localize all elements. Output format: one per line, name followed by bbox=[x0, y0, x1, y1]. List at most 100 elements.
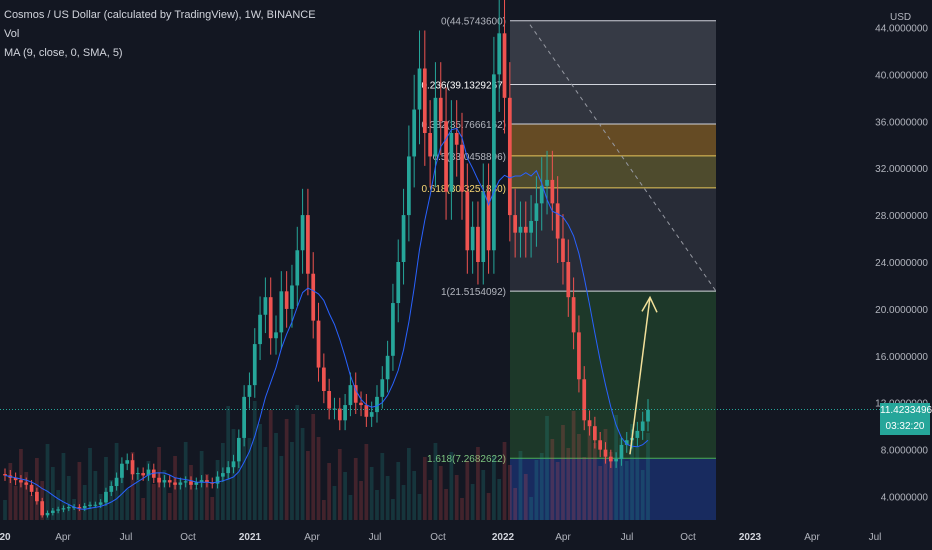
candle-body[interactable] bbox=[268, 297, 273, 339]
candle-body[interactable] bbox=[571, 297, 576, 333]
fib-trend-line[interactable] bbox=[529, 24, 717, 292]
candle-body[interactable] bbox=[481, 191, 486, 262]
candle-body[interactable] bbox=[470, 226, 475, 251]
candle-body[interactable] bbox=[231, 461, 236, 468]
candle-body[interactable] bbox=[109, 485, 114, 492]
candle-body[interactable] bbox=[40, 501, 45, 516]
candle-body[interactable] bbox=[534, 203, 539, 221]
candle-body[interactable] bbox=[513, 215, 518, 233]
candle-body[interactable] bbox=[476, 226, 480, 262]
candle-body[interactable] bbox=[646, 409, 650, 422]
candle-body[interactable] bbox=[422, 68, 427, 134]
candle-body[interactable] bbox=[306, 215, 310, 274]
candle-body[interactable] bbox=[221, 473, 225, 477]
candle-body[interactable] bbox=[391, 303, 395, 356]
candle-body[interactable] bbox=[635, 430, 640, 438]
candle-body[interactable] bbox=[327, 391, 332, 409]
candle-body[interactable] bbox=[587, 420, 592, 427]
candle-body[interactable] bbox=[290, 285, 294, 309]
candle-body[interactable] bbox=[401, 215, 406, 262]
candle-body[interactable] bbox=[640, 421, 645, 431]
candle-body[interactable] bbox=[465, 191, 470, 251]
candle-body[interactable] bbox=[98, 502, 103, 505]
candle-body[interactable] bbox=[582, 379, 587, 421]
candle-body[interactable] bbox=[438, 97, 443, 122]
candle-body[interactable] bbox=[104, 491, 108, 503]
candle-body[interactable] bbox=[539, 185, 544, 204]
candle-body[interactable] bbox=[603, 449, 608, 457]
candle-body[interactable] bbox=[502, 33, 507, 98]
candle-body[interactable] bbox=[454, 133, 459, 145]
candle-body[interactable] bbox=[353, 385, 358, 403]
candle-body[interactable] bbox=[50, 510, 55, 513]
candle-body[interactable] bbox=[433, 97, 438, 157]
candle-body[interactable] bbox=[497, 33, 502, 75]
candle-body[interactable] bbox=[130, 460, 135, 475]
candle-body[interactable] bbox=[311, 273, 316, 321]
candle-body[interactable] bbox=[88, 504, 92, 506]
candle-body[interactable] bbox=[236, 437, 241, 462]
candle-body[interactable] bbox=[141, 473, 146, 476]
candle-body[interactable] bbox=[194, 482, 199, 485]
candle-body[interactable] bbox=[215, 476, 220, 484]
candle-body[interactable] bbox=[529, 220, 533, 233]
candle-body[interactable] bbox=[82, 505, 87, 509]
candle-body[interactable] bbox=[396, 262, 401, 304]
candle-body[interactable] bbox=[428, 133, 432, 157]
candle-body[interactable] bbox=[157, 477, 161, 483]
candle-body[interactable] bbox=[337, 408, 342, 421]
price-axis[interactable] bbox=[880, 0, 932, 550]
candle-body[interactable] bbox=[407, 156, 411, 216]
candle-body[interactable] bbox=[385, 355, 390, 380]
ma-line[interactable] bbox=[4, 127, 649, 510]
candle-body[interactable] bbox=[369, 412, 374, 417]
candle-body[interactable] bbox=[608, 456, 613, 462]
candle-body[interactable] bbox=[444, 121, 448, 192]
candle-body[interactable] bbox=[555, 203, 560, 239]
candle-body[interactable] bbox=[114, 477, 119, 486]
candle-body[interactable] bbox=[486, 191, 491, 251]
candle-body[interactable] bbox=[3, 474, 7, 476]
candle-body[interactable] bbox=[242, 396, 246, 438]
candle-body[interactable] bbox=[624, 440, 629, 445]
candle-body[interactable] bbox=[274, 332, 278, 339]
candle-body[interactable] bbox=[449, 133, 454, 192]
candle-body[interactable] bbox=[56, 509, 61, 511]
candle-body[interactable] bbox=[13, 477, 18, 481]
candle-body[interactable] bbox=[550, 179, 555, 204]
candle-body[interactable] bbox=[162, 480, 167, 483]
candle-body[interactable] bbox=[125, 460, 130, 464]
candle-body[interactable] bbox=[77, 507, 82, 509]
candle-body[interactable] bbox=[19, 480, 23, 483]
candle-body[interactable] bbox=[523, 226, 528, 233]
candle-body[interactable] bbox=[205, 480, 209, 483]
candle-body[interactable] bbox=[279, 291, 284, 333]
candle-body[interactable] bbox=[507, 97, 512, 216]
candle-body[interactable] bbox=[460, 144, 464, 192]
candle-body[interactable] bbox=[29, 484, 34, 492]
time-axis[interactable] bbox=[0, 522, 932, 550]
candle-body[interactable] bbox=[45, 512, 50, 516]
candle-body[interactable] bbox=[35, 491, 39, 502]
candle-body[interactable] bbox=[252, 344, 257, 386]
candle-body[interactable] bbox=[566, 262, 571, 298]
candle-body[interactable] bbox=[263, 297, 268, 315]
candle-body[interactable] bbox=[619, 444, 624, 460]
candle-body[interactable] bbox=[66, 507, 71, 509]
candle-body[interactable] bbox=[284, 291, 289, 309]
candle-body[interactable] bbox=[316, 320, 321, 368]
candle-body[interactable] bbox=[321, 367, 326, 391]
candle-body[interactable] bbox=[364, 405, 369, 417]
candle-body[interactable] bbox=[348, 385, 353, 406]
candle-body[interactable] bbox=[61, 508, 66, 510]
candle-body[interactable] bbox=[592, 426, 597, 441]
annotation-arrow-line[interactable] bbox=[629, 297, 651, 455]
annotation-arrow-head[interactable] bbox=[641, 295, 658, 313]
candle-body[interactable] bbox=[343, 405, 347, 421]
candle-body[interactable] bbox=[199, 480, 204, 483]
candle-body[interactable] bbox=[545, 179, 549, 186]
candle-body[interactable] bbox=[300, 215, 305, 251]
candle-body[interactable] bbox=[598, 440, 603, 450]
